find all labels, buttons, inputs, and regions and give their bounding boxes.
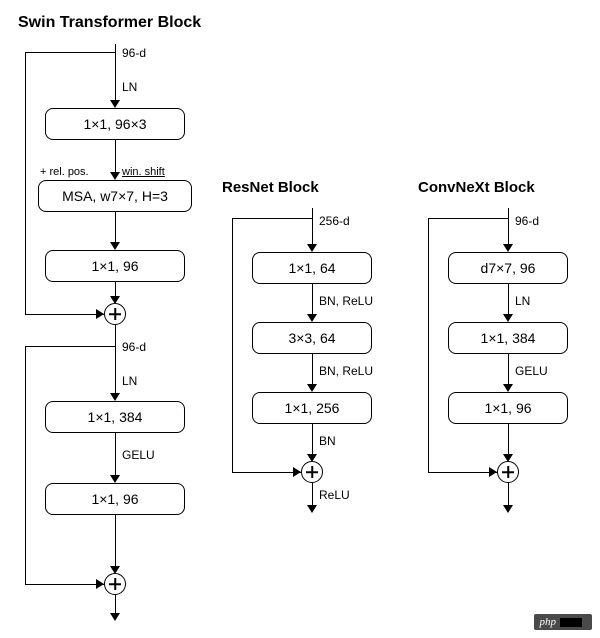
- convnext-ln: LN: [515, 294, 530, 308]
- swin-l4: [115, 325, 116, 393]
- watermark-text: php: [540, 616, 557, 628]
- watermark-block: [560, 618, 582, 627]
- swin-a2: [110, 242, 120, 250]
- swin-b3: 1×1, 384: [45, 401, 185, 433]
- convnext-b2-text: 1×1, 384: [481, 330, 536, 346]
- convnext-a2: [503, 384, 513, 392]
- swin-ln2: LN: [122, 374, 137, 388]
- resnet-l4: [312, 483, 313, 505]
- resnet-title: ResNet Block: [222, 179, 319, 196]
- swin-msa: MSA, w7×7, H=3: [38, 180, 192, 212]
- swin-l5: [115, 433, 116, 475]
- swin-a1: [110, 172, 120, 180]
- swin-b2-text: 1×1, 96: [91, 258, 138, 274]
- resnet-a1: [307, 314, 317, 322]
- convnext-b2: 1×1, 384: [448, 322, 568, 354]
- swin-skip2-h: [25, 346, 115, 347]
- swin-a5: [110, 475, 120, 483]
- convnext-plus: [497, 461, 519, 483]
- swin-l1: [115, 140, 116, 172]
- diagram-canvas: Swin Transformer Block 96-d LN 1×1, 96×3…: [0, 0, 600, 638]
- resnet-b2: 3×3, 64: [252, 322, 372, 354]
- swin-mid-label: 96-d: [122, 340, 146, 354]
- swin-b2: 1×1, 96: [45, 250, 185, 282]
- resnet-in-label: 256-d: [319, 214, 350, 228]
- swin-skip1-v: [25, 52, 26, 314]
- resnet-b3-text: 1×1, 256: [285, 400, 340, 416]
- resnet-in-arrow: [307, 244, 317, 252]
- resnet-b1-text: 1×1, 64: [288, 260, 335, 276]
- swin-b1: 1×1, 96×3: [45, 108, 185, 140]
- convnext-l1: [508, 284, 509, 314]
- convnext-b1-text: d7×7, 96: [481, 260, 536, 276]
- resnet-bn1: BN, ReLU: [319, 294, 373, 308]
- swin-ln1: LN: [122, 80, 137, 94]
- convnext-b1: d7×7, 96: [448, 252, 568, 284]
- watermark: php: [534, 614, 593, 630]
- swin-b3-text: 1×1, 384: [88, 409, 143, 425]
- resnet-a4: [307, 505, 317, 513]
- swin-l2: [115, 212, 116, 242]
- swin-msa-tl: + rel. pos.: [40, 166, 89, 178]
- swin-skip1-h: [25, 52, 115, 53]
- resnet-skip-arrow: [293, 467, 301, 477]
- convnext-in-line: [508, 208, 509, 244]
- swin-skip2-arrow: [96, 579, 104, 589]
- swin-msa-tr: win. shift: [122, 166, 165, 178]
- convnext-skip-arrow: [489, 467, 497, 477]
- swin-skip2-v: [25, 346, 26, 584]
- resnet-in-line: [312, 208, 313, 244]
- swin-a4: [110, 393, 120, 401]
- swin-skip2-h2: [25, 584, 104, 585]
- swin-b1-text: 1×1, 96×3: [83, 116, 146, 132]
- resnet-b3: 1×1, 256: [252, 392, 372, 424]
- convnext-skip-h2: [428, 472, 497, 473]
- convnext-a4: [503, 505, 513, 513]
- convnext-skip-v: [428, 218, 429, 472]
- swin-b4-text: 1×1, 96: [91, 491, 138, 507]
- resnet-l1: [312, 284, 313, 314]
- swin-skip1-arrow: [96, 309, 104, 319]
- swin-plus2: [104, 573, 126, 595]
- resnet-bn3: BN: [319, 434, 336, 448]
- swin-skip1-h2: [25, 314, 104, 315]
- convnext-l4: [508, 483, 509, 505]
- swin-gelu: GELU: [122, 448, 155, 462]
- swin-in-arrow: [110, 100, 120, 108]
- resnet-l2: [312, 354, 313, 384]
- resnet-skip-h2: [232, 472, 301, 473]
- convnext-in-arrow: [503, 244, 513, 252]
- resnet-b2-text: 3×3, 64: [288, 330, 335, 346]
- swin-msa-text: MSA, w7×7, H=3: [62, 188, 168, 204]
- convnext-in-label: 96-d: [515, 214, 539, 228]
- resnet-relu: ReLU: [319, 488, 350, 502]
- convnext-b3-text: 1×1, 96: [484, 400, 531, 416]
- swin-in-label: 96-d: [122, 46, 146, 60]
- resnet-plus: [301, 461, 323, 483]
- swin-b4: 1×1, 96: [45, 483, 185, 515]
- convnext-skip-h: [428, 218, 508, 219]
- convnext-l2: [508, 354, 509, 384]
- swin-l6: [115, 515, 116, 566]
- convnext-gelu: GELU: [515, 364, 548, 378]
- swin-title: Swin Transformer Block: [18, 14, 201, 32]
- swin-l7: [115, 595, 116, 613]
- convnext-title: ConvNeXt Block: [418, 179, 535, 196]
- swin-a7: [110, 613, 120, 621]
- convnext-a1: [503, 314, 513, 322]
- convnext-b3: 1×1, 96: [448, 392, 568, 424]
- resnet-l3: [312, 424, 313, 454]
- swin-plus1: [104, 303, 126, 325]
- swin-l3: [115, 282, 116, 296]
- resnet-skip-v: [232, 218, 233, 472]
- convnext-l3: [508, 424, 509, 454]
- swin-in-line: [115, 44, 116, 100]
- resnet-b1: 1×1, 64: [252, 252, 372, 284]
- resnet-a2: [307, 384, 317, 392]
- resnet-bn2: BN, ReLU: [319, 364, 373, 378]
- resnet-skip-h: [232, 218, 312, 219]
